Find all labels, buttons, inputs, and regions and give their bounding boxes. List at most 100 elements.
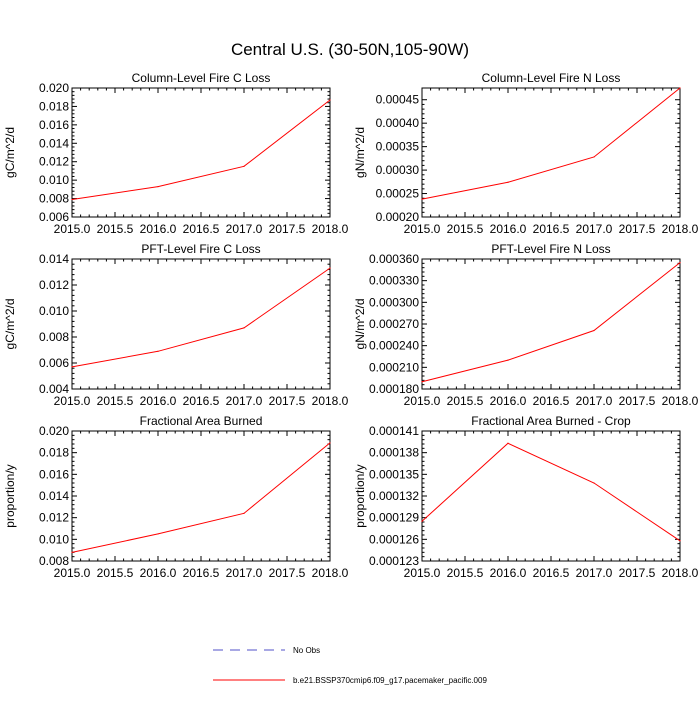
chart-panel: PFT-Level Fire N Loss 2015.0 2015.5 2016.0 2… <box>353 242 699 408</box>
y-tick-label: 0.004 <box>39 382 69 396</box>
data-point <box>593 156 595 158</box>
y-tick-label: 0.000135 <box>369 467 419 481</box>
y-tick-label: 0.010 <box>39 304 69 318</box>
x-tick-label: 2018.0 <box>312 394 349 408</box>
x-tick-label: 2016.0 <box>140 394 177 408</box>
y-tick-label: 0.000180 <box>369 382 419 396</box>
y-tick-label: 0.018 <box>39 446 69 460</box>
y-tick-label: 0.000360 <box>369 252 419 266</box>
x-tick-label: 2015.5 <box>97 566 134 580</box>
y-tick-label: 0.000123 <box>369 554 419 568</box>
x-tick-label: 2016.5 <box>533 566 570 580</box>
x-tick-label: 2017.0 <box>226 566 263 580</box>
y-tick-label: 0.008 <box>39 330 69 344</box>
y-tick-label: 0.012 <box>39 278 69 292</box>
x-tick-label: 2018.0 <box>662 222 699 236</box>
data-point <box>679 540 681 542</box>
plot-frame <box>71 430 331 562</box>
data-point <box>593 329 595 332</box>
y-tick-label: 0.000270 <box>369 317 419 331</box>
data-point <box>421 381 423 383</box>
y-tick-label: 0.000129 <box>369 511 419 525</box>
y-tick-label: 0.000132 <box>369 489 419 503</box>
y-tick-label: 0.008 <box>39 554 69 568</box>
chart-panel: Fractional Area Burned - Crop 2015.0 2015.… <box>353 414 699 580</box>
figure-title: Central U.S. (30-50N,105-90W) <box>231 40 469 59</box>
series-line <box>71 267 331 368</box>
series-line <box>421 262 681 383</box>
y-tick-label: 0.006 <box>39 356 69 370</box>
x-tick-label: 2017.0 <box>226 394 263 408</box>
x-tick-label: 2016.0 <box>140 566 177 580</box>
y-tick-label: 0.000141 <box>369 424 419 438</box>
y-tick-label: 0.000330 <box>369 274 419 288</box>
y-tick-label: 0.000300 <box>369 295 419 309</box>
series-line <box>71 99 331 200</box>
y-axis-label: gN/m^2/d <box>353 299 367 350</box>
y-tick-label: 0.000240 <box>369 339 419 353</box>
x-tick-label: 2016.0 <box>140 222 177 236</box>
x-tick-label: 2018.0 <box>312 222 349 236</box>
x-tick-label: 2017.5 <box>619 566 656 580</box>
x-tick-label: 2016.5 <box>183 394 220 408</box>
x-tick-label: 2015.0 <box>54 566 91 580</box>
y-tick-label: 0.012 <box>39 511 69 525</box>
panel-title: Fractional Area Burned <box>140 414 263 428</box>
x-tick-label: 2017.0 <box>576 394 613 408</box>
data-point <box>157 185 159 188</box>
y-tick-label: 0.014 <box>39 136 69 150</box>
y-tick-label: 0.018 <box>39 99 69 113</box>
x-tick-label: 2016.0 <box>490 394 527 408</box>
data-point <box>507 181 509 183</box>
y-tick-label: 0.012 <box>39 155 69 169</box>
x-tick-label: 2017.5 <box>619 222 656 236</box>
panel-title: Fractional Area Burned - Crop <box>471 414 631 428</box>
x-tick-label: 2017.0 <box>576 566 613 580</box>
x-tick-label: 2015.5 <box>97 394 134 408</box>
y-tick-label: 0.00045 <box>376 93 420 107</box>
chart-panel: Column-Level Fire N Loss 2015.0 2015.5 2016… <box>353 71 699 236</box>
x-tick-label: 2016.0 <box>490 566 527 580</box>
x-tick-label: 2018.0 <box>662 566 699 580</box>
y-axis-label: gN/m^2/d <box>353 127 367 178</box>
x-tick-label: 2016.5 <box>183 222 220 236</box>
x-tick-label: 2015.0 <box>404 222 441 236</box>
y-tick-label: 0.016 <box>39 467 69 481</box>
y-axis-label: gC/m^2/d <box>3 127 17 178</box>
x-tick-label: 2015.0 <box>404 566 441 580</box>
x-tick-label: 2017.5 <box>269 222 306 236</box>
plot-frame <box>421 87 681 218</box>
data-point <box>679 87 681 89</box>
data-point <box>507 359 509 361</box>
data-point <box>71 198 73 201</box>
chart-panel: Column-Level Fire C Loss 2015.0 2015.5 2016… <box>3 71 349 236</box>
x-tick-label: 2017.0 <box>226 222 263 236</box>
x-tick-label: 2017.5 <box>269 394 306 408</box>
y-tick-label: 0.00040 <box>376 116 420 130</box>
y-tick-label: 0.000138 <box>369 446 419 460</box>
y-axis-label: proportion/y <box>353 464 367 527</box>
data-point <box>329 442 331 444</box>
y-tick-label: 0.000210 <box>369 360 419 374</box>
legend-obs-label: No Obs <box>293 646 320 655</box>
data-point <box>243 165 245 167</box>
data-point <box>507 442 509 444</box>
x-tick-label: 2016.5 <box>533 222 570 236</box>
data-point <box>421 520 423 522</box>
plot-frame <box>71 258 331 390</box>
legend: No Obs b.e21.BSSP370cmip6.f09_g17.pacema… <box>213 646 487 685</box>
x-tick-label: 2017.0 <box>576 222 613 236</box>
series-line <box>421 87 681 200</box>
y-tick-label: 0.00025 <box>376 187 420 201</box>
y-tick-label: 0.000126 <box>369 532 419 546</box>
data-point <box>421 198 423 200</box>
data-point <box>71 551 73 553</box>
y-tick-label: 0.014 <box>39 489 69 503</box>
data-point <box>243 327 245 329</box>
data-point <box>329 267 331 269</box>
data-point <box>679 262 681 264</box>
x-tick-label: 2017.5 <box>269 566 306 580</box>
y-tick-label: 0.006 <box>39 210 69 224</box>
x-tick-label: 2016.5 <box>183 566 220 580</box>
